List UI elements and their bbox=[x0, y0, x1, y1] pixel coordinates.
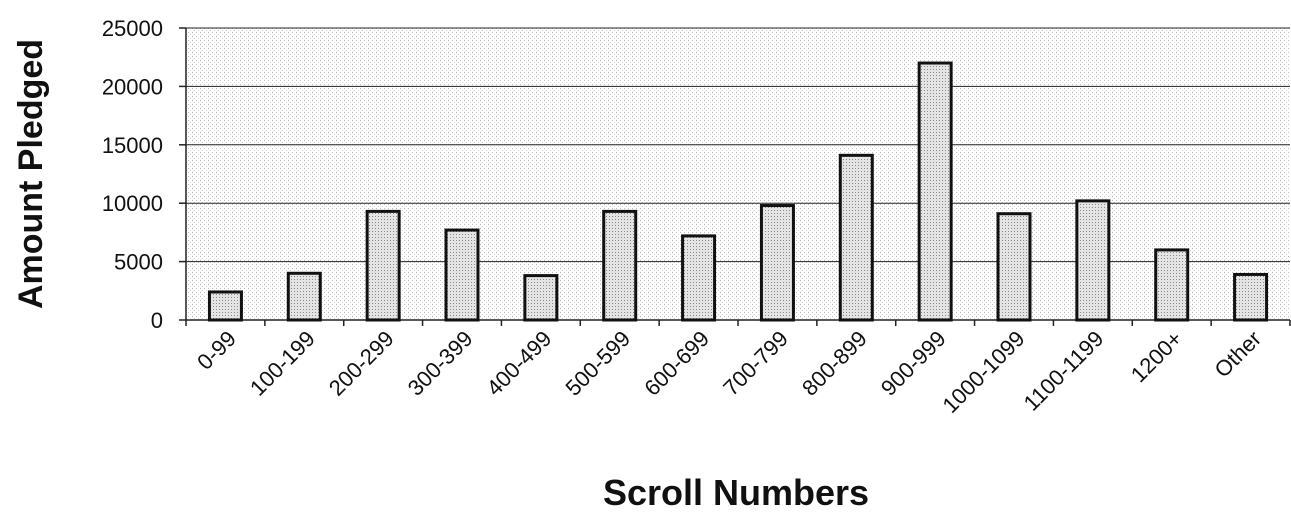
y-tick-label: 5000 bbox=[114, 250, 163, 275]
x-axis bbox=[185, 319, 1291, 326]
bar-200-299 bbox=[365, 209, 401, 322]
x-tick-label: Other bbox=[1210, 326, 1267, 383]
x-tick-label: 1000-1099 bbox=[937, 326, 1029, 418]
y-tick-label: 0 bbox=[151, 308, 163, 333]
x-tick-label: 800-899 bbox=[797, 326, 872, 401]
bar-700-799 bbox=[759, 204, 795, 322]
x-tick-label: 400-499 bbox=[482, 326, 557, 401]
x-tick-labels: 0-99 100-199 200-299 300-399 400-499 500-599 6… bbox=[192, 326, 1266, 418]
bar-600-699 bbox=[681, 234, 717, 322]
bar-500-599 bbox=[602, 209, 638, 322]
bar-1200- bbox=[1154, 248, 1190, 322]
bar-300-399 bbox=[444, 228, 480, 322]
x-axis-title: Scroll Numbers bbox=[603, 472, 869, 513]
y-tick-label: 15000 bbox=[102, 133, 163, 158]
y-tick-label: 20000 bbox=[102, 74, 163, 99]
bar-0-99 bbox=[207, 290, 243, 322]
plot-area bbox=[186, 28, 1290, 320]
x-tick-label: 600-699 bbox=[639, 326, 714, 401]
bar-1000-1099 bbox=[996, 212, 1032, 322]
x-tick-label: 300-399 bbox=[403, 326, 478, 401]
y-axis-title: Amount Pledged bbox=[12, 39, 50, 309]
bar-other bbox=[1233, 272, 1269, 322]
x-tick-label: 100-199 bbox=[245, 326, 320, 401]
y-tick-label: 10000 bbox=[102, 191, 163, 216]
bar-100-199 bbox=[286, 271, 322, 322]
x-tick-label: 1200+ bbox=[1126, 326, 1187, 387]
x-tick-label: 1100-1199 bbox=[1019, 326, 1109, 416]
x-tick-label: 700-799 bbox=[718, 326, 793, 401]
x-tick-label: 900-999 bbox=[876, 326, 951, 401]
x-tick-label: 200-299 bbox=[324, 326, 399, 401]
y-tick-label: 25000 bbox=[102, 16, 163, 41]
bar-800-899 bbox=[838, 153, 874, 322]
bar-1100-1199 bbox=[1075, 199, 1111, 322]
bars bbox=[207, 61, 1269, 322]
bar-900-999 bbox=[917, 61, 953, 322]
y-tick-labels: 0 5000 10000 15000 20000 25000 bbox=[102, 16, 163, 333]
bar-400-499 bbox=[523, 274, 559, 322]
x-tick-label: 500-599 bbox=[560, 326, 635, 401]
x-tick-label: 0-99 bbox=[192, 326, 241, 375]
